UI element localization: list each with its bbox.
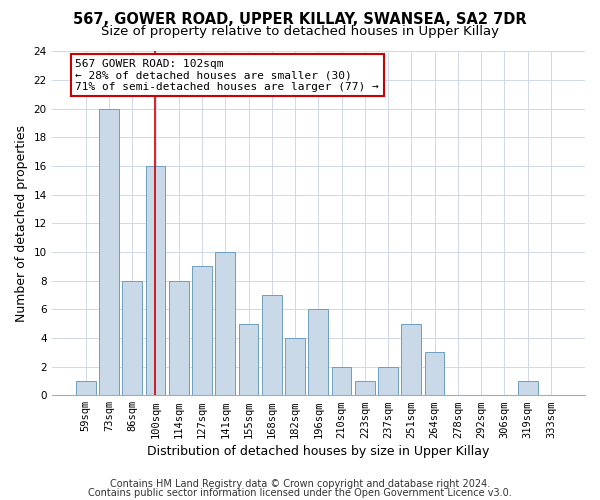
Bar [99, 109, 119, 395]
Bar [76, 381, 95, 395]
Bar [401, 324, 421, 395]
Text: Contains public sector information licensed under the Open Government Licence v3: Contains public sector information licen… [88, 488, 512, 498]
Bar [378, 366, 398, 395]
Bar [215, 252, 235, 395]
X-axis label: Distribution of detached houses by size in Upper Killay: Distribution of detached houses by size … [147, 444, 490, 458]
Bar [518, 381, 538, 395]
Text: Contains HM Land Registry data © Crown copyright and database right 2024.: Contains HM Land Registry data © Crown c… [110, 479, 490, 489]
Bar [239, 324, 259, 395]
Text: Size of property relative to detached houses in Upper Killay: Size of property relative to detached ho… [101, 25, 499, 38]
Bar [169, 280, 188, 395]
Y-axis label: Number of detached properties: Number of detached properties [15, 125, 28, 322]
Bar [262, 295, 282, 395]
Text: 567, GOWER ROAD, UPPER KILLAY, SWANSEA, SA2 7DR: 567, GOWER ROAD, UPPER KILLAY, SWANSEA, … [73, 12, 527, 28]
Bar [308, 310, 328, 395]
Bar [285, 338, 305, 395]
Bar [192, 266, 212, 395]
Bar [332, 366, 352, 395]
Bar [122, 280, 142, 395]
Bar [146, 166, 166, 395]
Text: 567 GOWER ROAD: 102sqm
← 28% of detached houses are smaller (30)
71% of semi-det: 567 GOWER ROAD: 102sqm ← 28% of detached… [76, 58, 379, 92]
Bar [425, 352, 445, 395]
Bar [355, 381, 375, 395]
